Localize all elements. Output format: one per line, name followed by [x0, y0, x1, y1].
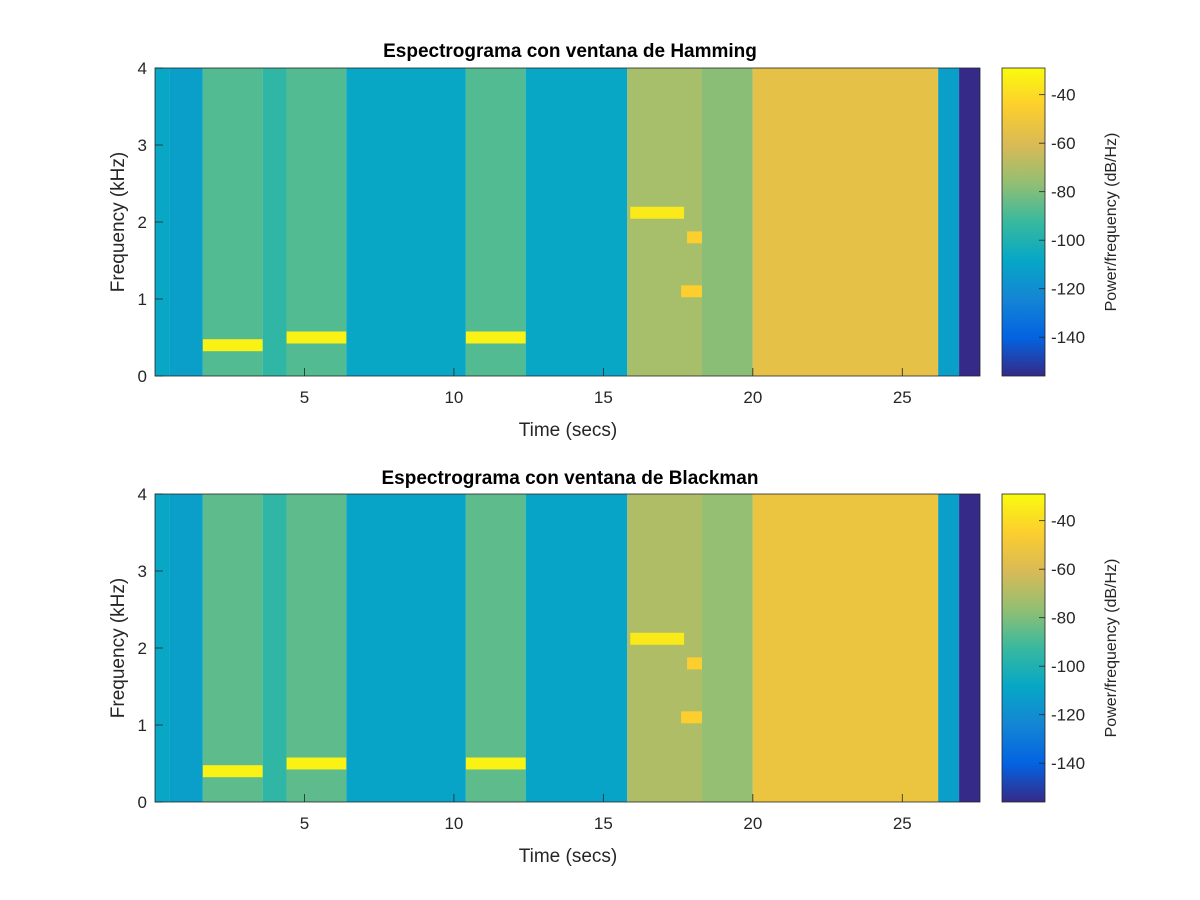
colorbar: -40 -60 -80 -100 -120 -140 Power/frequency (d… [1001, 67, 1120, 377]
panel-blackman: Espectrograma con ventana de Blackman 0 1… [108, 468, 1120, 867]
colorbar-tick-label: -40 [1051, 86, 1076, 105]
colorbar-tick-label: -100 [1051, 657, 1085, 676]
spectrogram-segment [938, 68, 960, 376]
spectrogram-segment [169, 494, 203, 802]
tone-band [286, 757, 347, 770]
tone-band [202, 765, 263, 778]
spectrogram-segment [262, 494, 287, 802]
y-tick-label: 4 [138, 59, 147, 78]
y-tick-label: 3 [138, 562, 147, 581]
colorbar-tick-label: -120 [1051, 706, 1085, 725]
tone-band [202, 339, 263, 352]
colorbar-label: Power/frequency (dB/Hz) [1103, 133, 1120, 312]
y-tick-label: 2 [138, 213, 147, 232]
spectrogram-segment [286, 494, 347, 802]
spectrogram-segment [262, 68, 287, 376]
x-tick-label: 25 [893, 388, 912, 407]
spectrogram-segment [959, 494, 980, 802]
chart-title: Espectrograma con ventana de Blackman [382, 468, 759, 489]
x-axis-ticks: 5 10 15 20 25 [300, 794, 912, 833]
x-tick-label: 10 [444, 388, 463, 407]
y-tick-label: 4 [138, 485, 147, 504]
spectrogram-plot [154, 67, 981, 377]
colorbar-gradient [1001, 493, 1046, 803]
x-tick-label: 25 [893, 814, 912, 833]
y-tick-label: 3 [138, 136, 147, 155]
x-tick-label: 20 [743, 388, 762, 407]
colorbar-tick-label: -60 [1051, 134, 1076, 153]
spectrogram-segment [286, 68, 347, 376]
tone-band [687, 657, 703, 670]
y-tick-label: 1 [138, 716, 147, 735]
spectrogram-segment [202, 68, 263, 376]
spectrogram-segment [627, 494, 703, 802]
x-axis-label: Time (secs) [519, 846, 618, 867]
spectrogram-segment [959, 68, 980, 376]
tone-band [681, 285, 703, 298]
colorbar-tick-label: -100 [1051, 231, 1085, 250]
colorbar-tick-label: -60 [1051, 560, 1076, 579]
x-tick-label: 15 [594, 388, 613, 407]
spectrogram-segment [465, 494, 526, 802]
y-tick-label: 1 [138, 290, 147, 309]
tone-band [465, 757, 526, 770]
x-tick-label: 5 [300, 814, 309, 833]
spectrogram-segment [752, 68, 939, 376]
tone-band [687, 231, 703, 244]
tone-band [465, 331, 526, 344]
y-axis-label: Frequency (kHz) [108, 578, 129, 718]
spectrogram-segment [938, 494, 960, 802]
colorbar-ticks: -40 -60 -80 -100 -120 -140 [1039, 512, 1085, 773]
colorbar-tick-label: -40 [1051, 512, 1076, 531]
colorbar-tick-label: -80 [1051, 183, 1076, 202]
y-tick-label: 0 [138, 367, 147, 386]
y-axis-ticks: 0 1 2 3 4 [138, 485, 163, 812]
tone-band [630, 206, 685, 219]
colorbar-tick-label: -120 [1051, 280, 1085, 299]
x-tick-label: 15 [594, 814, 613, 833]
colorbar-tick-label: -140 [1051, 754, 1085, 773]
colorbar-tick-label: -140 [1051, 328, 1085, 347]
x-axis-label: Time (secs) [519, 420, 618, 441]
spectrogram-segment [702, 494, 753, 802]
spectrogram-plot [154, 493, 981, 803]
colorbar-label: Power/frequency (dB/Hz) [1103, 559, 1120, 738]
colorbar-tick-label: -80 [1051, 609, 1076, 628]
y-tick-label: 0 [138, 793, 147, 812]
tone-band [286, 331, 347, 344]
spectrogram-segment [752, 494, 939, 802]
chart-title: Espectrograma con ventana de Hamming [383, 41, 757, 62]
x-tick-label: 20 [743, 814, 762, 833]
colorbar-ticks: -40 -60 -80 -100 -120 -140 [1039, 86, 1085, 347]
colorbar-gradient [1001, 67, 1046, 377]
spectrogram-segment [702, 68, 753, 376]
spectrogram-segment [346, 68, 466, 376]
spectrogram-segment [627, 68, 703, 376]
spectrogram-segment [169, 68, 203, 376]
panel-hamming: Espectrograma con ventana de Hamming 0 1 2… [108, 41, 1120, 441]
x-tick-label: 10 [444, 814, 463, 833]
spectrogram-segment [465, 68, 526, 376]
tone-band [681, 711, 703, 724]
spectrogram-segment [202, 494, 263, 802]
y-tick-label: 2 [138, 639, 147, 658]
x-tick-label: 5 [300, 388, 309, 407]
colorbar: -40 -60 -80 -100 -120 -140 Power/frequency (d… [1001, 493, 1120, 803]
y-axis-ticks: 0 1 2 3 4 [138, 59, 163, 386]
tone-band [630, 632, 685, 645]
spectrogram-segment [525, 494, 628, 802]
x-axis-ticks: 5 10 15 20 25 [300, 368, 912, 407]
spectrogram-segment [346, 494, 466, 802]
spectrogram-segment [525, 68, 628, 376]
y-axis-label: Frequency (kHz) [108, 152, 129, 292]
